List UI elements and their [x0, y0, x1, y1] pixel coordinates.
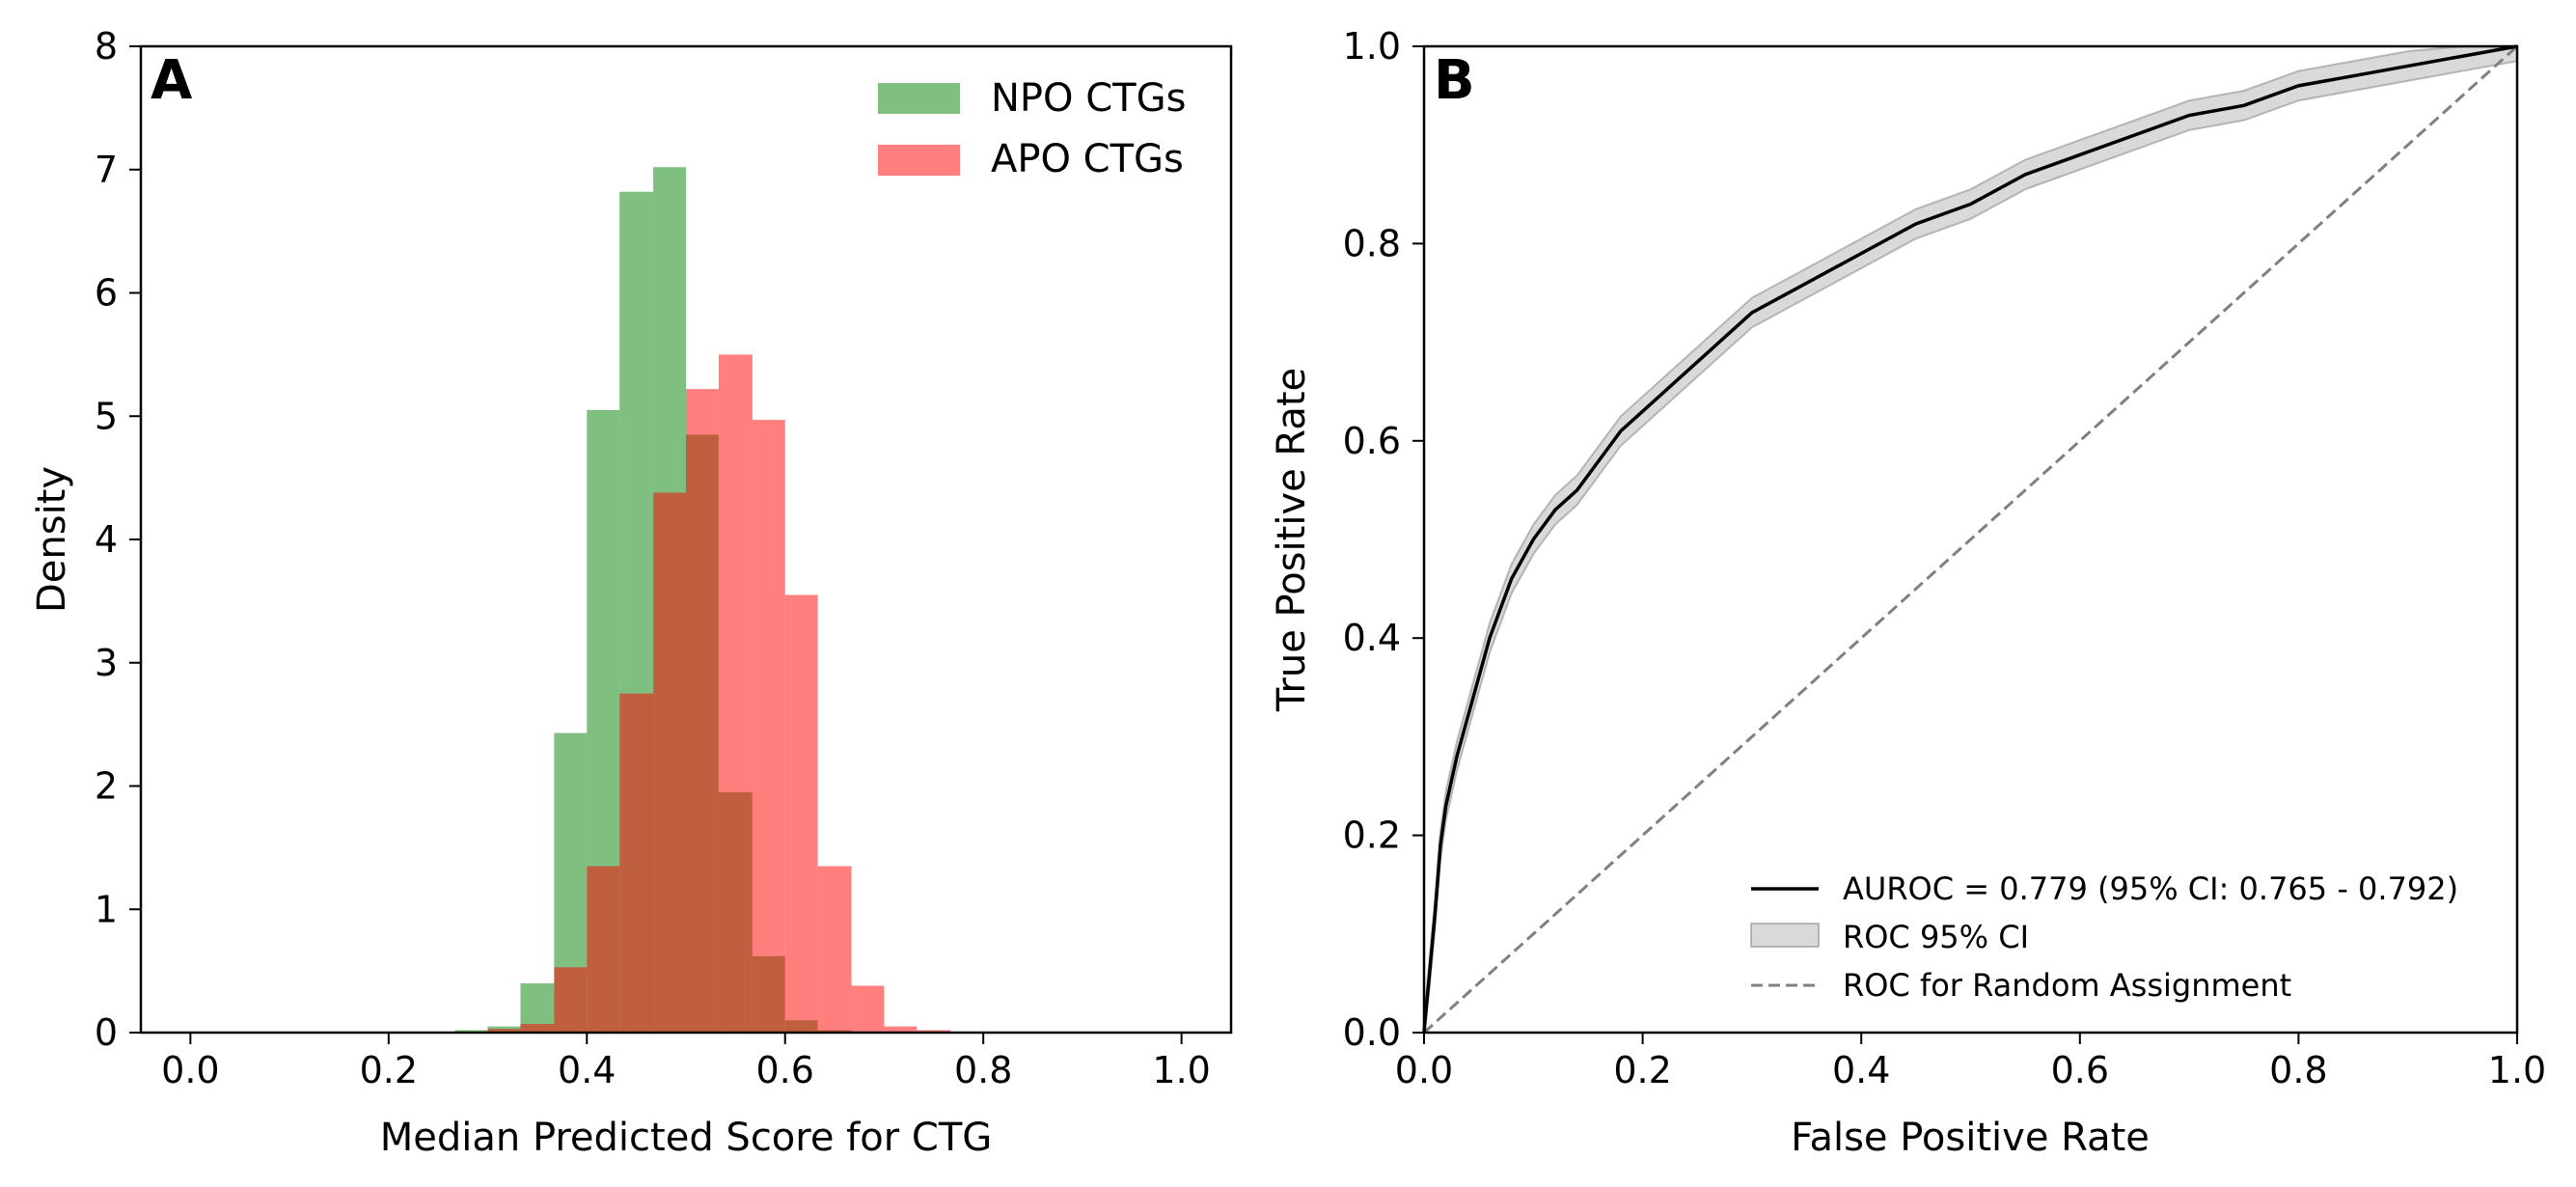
x-tick-label: 0.6	[756, 1049, 814, 1091]
y-tick-label: 0.4	[1343, 617, 1401, 659]
x-axis-ticks: 0.0 0.2 0.4 0.6 0.8 1.0	[1395, 1033, 2546, 1091]
y-tick-label: 3	[95, 642, 118, 684]
apo-bar-13	[917, 1030, 951, 1033]
apo-bar-11	[851, 985, 885, 1033]
x-axis-title: Median Predicted Score for CTG	[380, 1116, 993, 1160]
y-tick-label: 0.2	[1343, 814, 1401, 857]
x-tick-label: 0.2	[1613, 1049, 1671, 1091]
plot-frame	[139, 44, 1233, 1035]
apo-bar-9	[784, 594, 818, 1033]
legend-label-npo: NPO CTGs	[991, 76, 1186, 121]
legend: AUROC = 0.779 (95% CI: 0.765 - 0.792) RO…	[1750, 870, 2458, 1004]
y-tick-label: 8	[95, 25, 118, 68]
apo-bar-7	[718, 354, 753, 1033]
x-tick-label: 0.8	[954, 1049, 1012, 1091]
apo-bar-8	[752, 420, 785, 1033]
panel-label: A	[151, 49, 193, 112]
legend-swatch-ci	[1750, 923, 1820, 948]
y-tick-label: 6	[95, 272, 118, 315]
y-axis-title: True Positive Rate	[1270, 368, 1314, 712]
x-tick-label: 0.0	[1395, 1049, 1453, 1091]
y-tick-label: 0	[95, 1011, 118, 1054]
legend-swatch-apo	[878, 145, 960, 176]
x-tick-label: 0.6	[2051, 1049, 2109, 1091]
y-tick-label: 2	[95, 765, 118, 808]
x-tick-label: 0.4	[558, 1049, 616, 1091]
legend-label-ci: ROC 95% CI	[1843, 919, 2029, 955]
y-axis-title: Density	[30, 466, 74, 613]
plot-frame	[1422, 44, 2519, 1035]
legend-label-apo: APO CTGs	[991, 137, 1184, 181]
x-tick-label: 0.4	[1832, 1049, 1890, 1091]
apo-bar-6	[686, 389, 719, 1033]
y-axis-ticks: 0.0 0.2 0.4 0.6 0.8 1.0	[1343, 25, 1424, 1054]
x-tick-label: 1.0	[1152, 1049, 1210, 1091]
x-axis-title: False Positive Rate	[1791, 1116, 2150, 1160]
legend-label-random: ROC for Random Assignment	[1843, 967, 2291, 1004]
apo-bar-5	[653, 492, 686, 1034]
apo-bar-4	[619, 693, 654, 1033]
legend-swatch-npo	[878, 83, 960, 114]
x-axis-ticks: 0.0 0.2 0.4 0.6 0.8 1.0	[161, 1033, 1211, 1091]
y-tick-label: 0.6	[1343, 420, 1401, 462]
x-tick-label: 0.8	[2269, 1049, 2327, 1091]
apo-bar-2	[554, 967, 588, 1033]
y-tick-label: 0.0	[1343, 1011, 1401, 1054]
roc-panel: 0.0 0.2 0.4 0.6 0.8 1.0 0.00.20.40.60.81.0 B …	[1270, 25, 2546, 1160]
histogram-panel: 0.0 0.2 0.4 0.6 0.8 1.0 0 1 2 3 4 5 6 7 8 A Median Pr…	[30, 25, 1233, 1160]
y-tick-label: 1	[95, 888, 118, 930]
panel-label: B	[1434, 49, 1475, 112]
legend: NPO CTGs APO CTGs	[878, 76, 1186, 181]
y-axis-ticks: 0 1 2 3 4 5 6 7 8	[95, 25, 141, 1054]
apo-bar-10	[817, 866, 852, 1033]
x-tick-label: 1.0	[2488, 1049, 2546, 1091]
roc-curve	[1422, 44, 2518, 1034]
y-tick-label: 4	[95, 518, 118, 561]
random-assignment-line	[1422, 44, 2519, 1035]
apo-bar-1	[520, 1024, 555, 1033]
apo-bar-12	[884, 1026, 918, 1033]
apo-bar-0	[487, 1029, 521, 1033]
histogram-bars	[454, 167, 951, 1034]
legend-label-auroc: AUROC = 0.779 (95% CI: 0.765 - 0.792)	[1843, 870, 2458, 907]
x-tick-label: 0.2	[360, 1049, 418, 1091]
x-tick-label: 0.0	[161, 1049, 219, 1091]
y-tick-label: 0.8	[1343, 222, 1401, 264]
apo-bar-3	[587, 866, 620, 1033]
y-tick-label: 7	[95, 149, 118, 191]
npo-bar-0	[454, 1030, 488, 1033]
y-tick-label: 5	[95, 395, 118, 437]
y-tick-label: 1.0	[1343, 25, 1401, 68]
